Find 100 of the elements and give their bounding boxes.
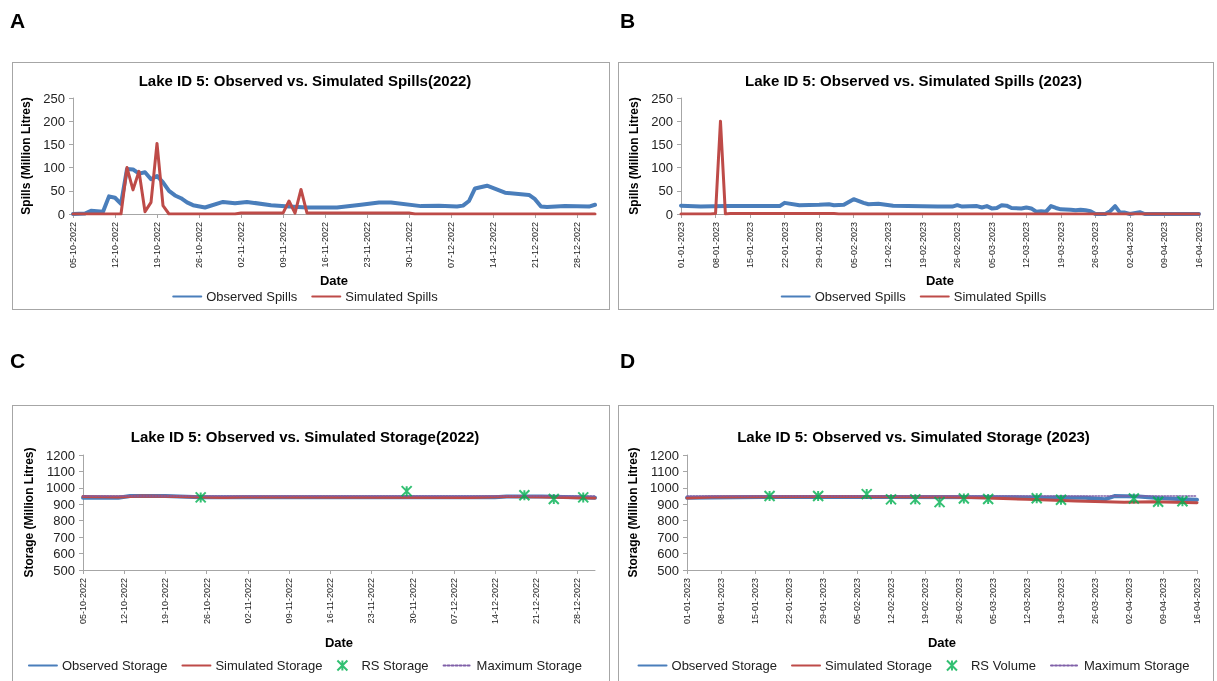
x-tick-label: 22-01-2023 [784,578,794,625]
x-tick-label: 22-01-2023 [779,222,790,269]
x-tick-label: 12-02-2023 [883,222,894,269]
x-tick-label: 26-10-2022 [201,578,212,625]
legend-label: RS Storage [361,658,429,673]
y-axis-title: Spills (Million Litres) [627,97,642,215]
x-tick-label: 12-03-2023 [1022,578,1032,625]
x-tick-label: 15-01-2023 [745,222,756,269]
x-tick-label: 19-03-2023 [1056,578,1066,625]
x-tick-label: 09-11-2022 [278,222,288,268]
y-tick-label: 1100 [47,463,75,479]
x-tick-label: 05-02-2023 [848,222,859,269]
text: D [620,349,636,372]
x-axis-title: Date [925,273,955,288]
x-tick-label: 26-02-2023 [954,578,964,625]
y-tick-label: 800 [53,513,75,529]
x-axis-title: Date [324,635,354,650]
x-tick-label: 19-02-2023 [920,578,930,625]
x-tick-label: 05-02-2023 [852,578,862,625]
x-tick-label: 19-02-2023 [917,222,928,269]
y-tick-label: 150 [651,136,673,152]
x-tick-label: 07-12-2022 [446,222,456,269]
y-axis-title: Spills (Million Litres) [19,97,34,215]
x-tick-label: 07-12-2022 [448,578,459,625]
x-tick-label: 30-11-2022 [404,222,414,268]
y-tick-label: 0 [665,206,673,222]
x-tick-label: 12-10-2022 [119,578,130,625]
legend-label: RS Volume [970,658,1037,673]
x-tick-label: 26-03-2023 [1090,222,1101,269]
y-tick-label: 200 [43,113,65,129]
x-tick-label: 29-01-2023 [814,222,825,269]
y-tick-label: 1100 [651,463,679,479]
x-tick-label: 16-04-2023 [1192,578,1202,625]
x-tick-label: 12-10-2022 [110,222,120,269]
y-tick-label: 600 [657,546,679,562]
x-tick-label: 26-10-2022 [194,222,204,269]
x-tick-label: 05-10-2022 [78,578,88,625]
y-tick-label: 1000 [46,480,75,496]
legend-label: Observed Spills [814,289,907,304]
x-tick-label: 23-11-2022 [362,222,372,268]
y-tick-label: 200 [651,113,673,129]
x-tick-label: 05-10-2022 [68,222,78,269]
legend-label: Simulated Spills [953,289,1047,304]
x-tick-label: 16-11-2022 [320,222,330,268]
x-tick-label: 02-11-2022 [242,578,253,624]
x-tick-label: 21-12-2022 [531,578,542,625]
x-tick-label: 19-10-2022 [160,578,171,625]
y-tick-label: 700 [657,529,679,545]
x-axis-title: Date [927,635,957,650]
x-tick-label: 02-04-2023 [1124,578,1134,625]
legend-label: Observed Storage [61,658,168,673]
chart-title: Lake ID 5: Observed vs. Simulated Storage (2023) [737,428,1090,445]
x-tick-label: 05-03-2023 [986,222,997,269]
y-axis-title: Storage (Million Litres) [22,447,37,578]
x-tick-label: 16-04-2023 [1194,222,1204,269]
x-tick-label: 26-03-2023 [1090,578,1100,625]
x-tick-label: 09-04-2023 [1158,578,1168,625]
x-tick-label: 26-02-2023 [952,222,963,269]
x-tick-label: 19-10-2022 [152,222,162,269]
x-tick-label: 28-12-2022 [572,222,582,269]
x-tick-label: 14-12-2022 [488,222,498,269]
y-tick-label: 1000 [650,480,679,496]
x-tick-label: 16-11-2022 [325,578,336,624]
y-tick-label: 500 [657,562,679,578]
y-tick-label: 50 [50,183,65,199]
legend-label: Observed Spills [206,289,298,304]
y-tick-label: 100 [43,160,65,176]
x-tick-label: 01-01-2023 [682,578,692,625]
x-tick-label: 28-12-2022 [572,578,583,625]
legend-label: Simulated Storage [215,658,323,673]
legend-label: Observed Storage [671,658,778,673]
x-tick-label: 01-01-2023 [676,222,686,269]
y-tick-label: 50 [658,183,673,199]
y-tick-label: 250 [43,90,65,106]
x-tick-label: 02-04-2023 [1124,222,1135,269]
x-tick-label: 08-01-2023 [710,222,721,269]
y-tick-label: 100 [651,160,673,176]
x-tick-label: 29-01-2023 [818,578,828,625]
y-tick-label: 0 [57,206,65,222]
y-tick-label: 800 [657,513,679,529]
x-tick-label: 09-11-2022 [283,578,294,624]
x-tick-label: 14-12-2022 [489,578,500,625]
y-tick-label: 600 [53,546,75,562]
legend-label: Simulated Spills [345,289,439,304]
legend-label: Maximum Storage [476,658,583,673]
x-tick-label: 12-02-2023 [886,578,896,625]
x-tick-label: 09-04-2023 [1159,222,1170,269]
text: C [10,349,26,372]
y-tick-label: 500 [53,562,75,578]
y-tick-label: 1200 [46,447,75,463]
x-tick-label: 05-03-2023 [988,578,998,625]
x-tick-label: 30-11-2022 [407,578,418,624]
chart-title: Lake ID 5: Observed vs. Simulated Storage(2022) [130,428,480,445]
y-tick-label: 700 [53,529,75,545]
chart-title: Lake ID 5: Observed vs. Simulated Spills(2022) [138,72,472,89]
x-tick-label: 19-03-2023 [1055,222,1066,269]
text: B [620,9,636,32]
y-tick-label: 900 [53,496,75,512]
x-tick-label: 02-11-2022 [236,222,246,268]
y-tick-label: 150 [43,136,65,152]
